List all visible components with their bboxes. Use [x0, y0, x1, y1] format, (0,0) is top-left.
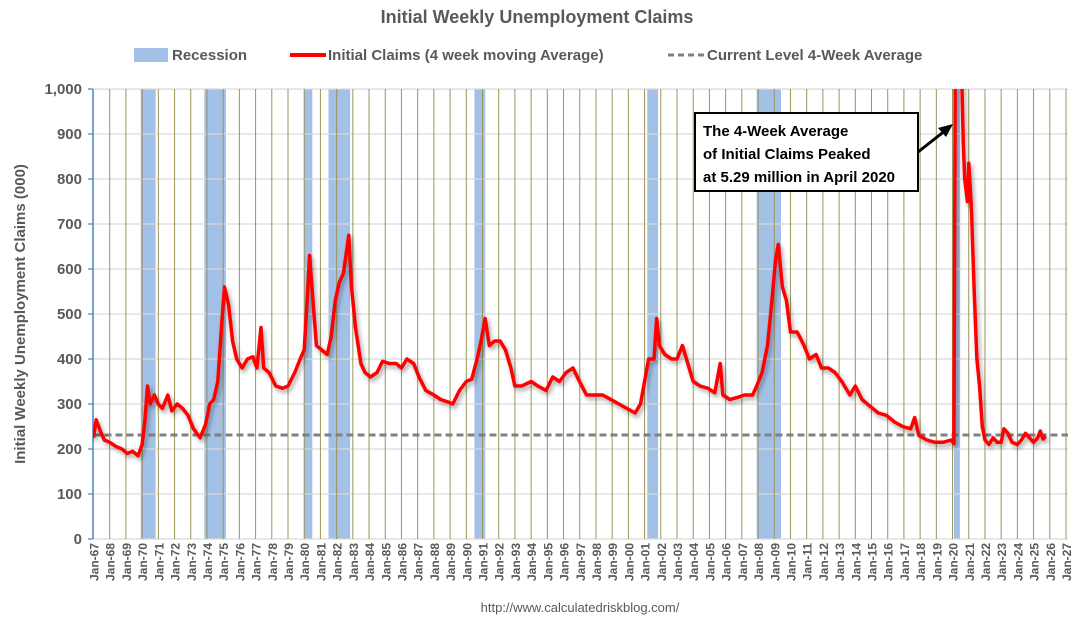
x-tick-label: Jan-99: [606, 543, 620, 581]
x-tick-label: Jan-82: [331, 543, 345, 581]
x-tick-label: Jan-13: [833, 543, 847, 581]
x-tick-label: Jan-92: [493, 543, 507, 581]
y-tick-label: 200: [57, 441, 82, 458]
chart-title: Initial Weekly Unemployment Claims: [381, 7, 694, 27]
y-tick-label: 800: [57, 171, 82, 188]
y-tick-label: 1,000: [44, 81, 82, 98]
x-tick-label: Jan-76: [233, 543, 247, 581]
x-tick-label: Jan-98: [590, 543, 604, 581]
legend-label-current: Current Level 4-Week Average: [707, 47, 922, 64]
y-tick-label: 900: [57, 126, 82, 143]
x-tick-label: Jan-02: [655, 543, 669, 581]
x-tick-label: Jan-69: [120, 543, 134, 581]
x-tick-label: Jan-00: [622, 543, 636, 581]
y-tick-label: 100: [57, 486, 82, 503]
x-tick-label: Jan-25: [1028, 543, 1042, 581]
x-tick-label: Jan-96: [558, 543, 572, 581]
y-axis-label: Initial Weekly Unemployment Claims (000): [12, 164, 29, 464]
x-tick-label: Jan-27: [1060, 543, 1074, 581]
legend-label-recession: Recession: [172, 47, 247, 64]
x-tick-label: Jan-08: [752, 543, 766, 581]
x-tick-label: Jan-71: [152, 543, 166, 581]
x-tick-label: Jan-80: [298, 543, 312, 581]
y-tick-labels: 0 100 200 300 400 500 600 700 800 900 1,000: [44, 81, 82, 548]
x-tick-label: Jan-20: [947, 543, 961, 581]
x-tick-label: Jan-81: [314, 543, 328, 581]
x-tick-label: Jan-23: [995, 543, 1009, 581]
x-tick-label: Jan-78: [266, 543, 280, 581]
x-tick-label: Jan-87: [412, 543, 426, 581]
x-tick-label: Jan-26: [1044, 543, 1058, 581]
x-tick-label: Jan-70: [136, 543, 150, 581]
x-tick-label: Jan-84: [363, 543, 377, 581]
legend-swatch-recession: [134, 48, 168, 62]
source-url: http://www.calculatedriskblog.com/: [481, 600, 680, 615]
x-tick-label: Jan-93: [509, 543, 523, 581]
claims-series-line: [93, 89, 1047, 458]
x-tick-label: Jan-88: [428, 543, 442, 581]
annotation: The 4-Week Average of Initial Claims Pea…: [694, 112, 953, 192]
x-tick-label: Jan-77: [250, 543, 264, 581]
annotation-line-1: The 4-Week Average: [703, 123, 848, 140]
x-tick-label: Jan-10: [784, 543, 798, 581]
x-tick-label: Jan-06: [720, 543, 734, 581]
x-tick-label: Jan-24: [1011, 543, 1025, 581]
x-tick-label: Jan-74: [201, 543, 215, 581]
x-tick-label: Jan-11: [801, 543, 815, 581]
x-tick-label: Jan-17: [898, 543, 912, 581]
x-tick-label: Jan-79: [282, 543, 296, 581]
x-tick-label: Jan-15: [866, 543, 880, 581]
x-tick-label: Jan-04: [687, 543, 701, 581]
y-tick-label: 700: [57, 216, 82, 233]
y-tick-label: 400: [57, 351, 82, 368]
x-tick-label: Jan-89: [444, 543, 458, 581]
x-tick-labels: Jan-67 Jan-68 Jan-69 Jan-70 Jan-71 Jan-72 Jan-…: [88, 543, 1075, 581]
x-tick-label: Jan-72: [169, 543, 183, 581]
x-tick-label: Jan-19: [930, 543, 944, 581]
x-tick-label: Jan-01: [639, 543, 653, 581]
x-tick-label: Jan-83: [347, 543, 361, 581]
x-tick-label: Jan-90: [460, 543, 474, 581]
x-tick-label: Jan-73: [185, 543, 199, 581]
annotation-line-3: at 5.29 million in April 2020: [703, 169, 895, 186]
annotation-box: [694, 112, 919, 192]
x-tick-label: Jan-22: [979, 543, 993, 581]
x-tick-label: Jan-91: [477, 543, 491, 581]
annotation-line-2: of Initial Claims Peaked: [703, 146, 871, 163]
legend-label-claims: Initial Claims (4 week moving Average): [328, 47, 604, 64]
x-tick-label: Jan-94: [525, 543, 539, 581]
x-tick-label: Jan-07: [736, 543, 750, 581]
x-tick-label: Jan-03: [671, 543, 685, 581]
x-tick-label: Jan-95: [541, 543, 555, 581]
x-tick-label: Jan-86: [395, 543, 409, 581]
annotation-arrowhead: [938, 124, 953, 137]
annotation-arrow: [917, 128, 947, 154]
x-tick-label: Jan-16: [882, 543, 896, 581]
x-tick-label: Jan-68: [104, 543, 118, 581]
y-tick-label: 0: [74, 531, 82, 548]
y-tick-label: 300: [57, 396, 82, 413]
legend: Recession Initial Claims (4 week moving …: [134, 47, 922, 64]
x-tick-label: Jan-21: [963, 543, 977, 581]
y-tick-label: 500: [57, 306, 82, 323]
horizontal-gridlines: [88, 88, 1068, 540]
x-tick-label: Jan-09: [768, 543, 782, 581]
y-tick-label: 600: [57, 261, 82, 278]
x-tick-label: Jan-05: [703, 543, 717, 581]
x-tick-label: Jan-18: [914, 543, 928, 581]
x-tick-label: Jan-12: [817, 543, 831, 581]
x-tick-label: Jan-85: [379, 543, 393, 581]
x-tick-label: Jan-97: [574, 543, 588, 581]
x-tick-label: Jan-75: [217, 543, 231, 581]
x-tick-label: Jan-14: [849, 543, 863, 581]
x-tick-label: Jan-67: [88, 543, 102, 581]
